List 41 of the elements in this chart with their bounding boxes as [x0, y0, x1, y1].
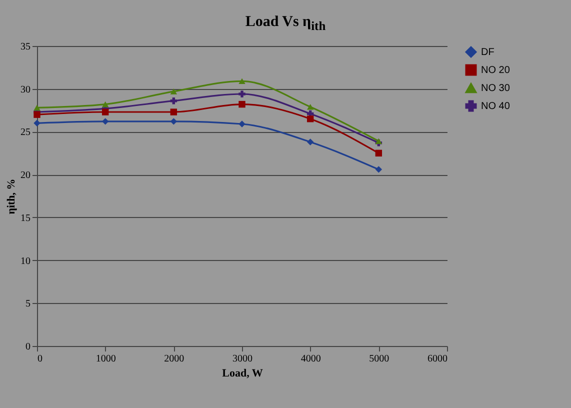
x-tick-label: 6000: [428, 354, 448, 364]
y-tick-label: 5: [26, 298, 30, 310]
y-tick-label: 35: [20, 42, 30, 52]
point: [306, 138, 314, 146]
x-tick-label: 2000: [164, 354, 184, 364]
point: [375, 150, 382, 156]
y-tick-label: 30: [20, 84, 30, 96]
y-axis-title: ηith, %: [6, 178, 18, 214]
y-tick-label: 0: [26, 342, 30, 352]
x-tick-label: 1000: [96, 354, 116, 364]
point: [102, 118, 109, 125]
point: [170, 108, 178, 116]
y-tick-label: 10: [20, 256, 30, 267]
point: [34, 120, 40, 126]
point: [170, 118, 178, 125]
point: [306, 116, 314, 122]
point: [238, 78, 246, 84]
chart-title: Load Vs η$_{ith}$: [244, 13, 327, 35]
point: [34, 111, 40, 118]
point: [170, 98, 178, 104]
point: [34, 104, 40, 111]
point: [375, 166, 382, 173]
legend-label: NO 20: [481, 65, 510, 76]
legend-label: NO 40: [481, 101, 510, 112]
point: [238, 100, 246, 108]
x-axis-title: Load, W: [222, 368, 263, 380]
y-tick-label: 25: [20, 127, 30, 138]
x-tick-label: 5000: [369, 354, 390, 364]
y-tick-label: 20: [20, 170, 30, 182]
legend-label: DF: [481, 47, 494, 58]
point: [170, 88, 178, 94]
y-tick-label: 15: [20, 212, 30, 224]
point: [238, 120, 246, 128]
point: [102, 108, 109, 116]
point: [102, 101, 109, 108]
point: [238, 90, 246, 98]
point: [306, 104, 314, 110]
x-tick-label: 4000: [300, 354, 321, 364]
x-tick-label: 3000: [232, 354, 252, 364]
legend-label: NO 30: [481, 83, 510, 94]
x-tick-label: 0: [38, 354, 42, 364]
